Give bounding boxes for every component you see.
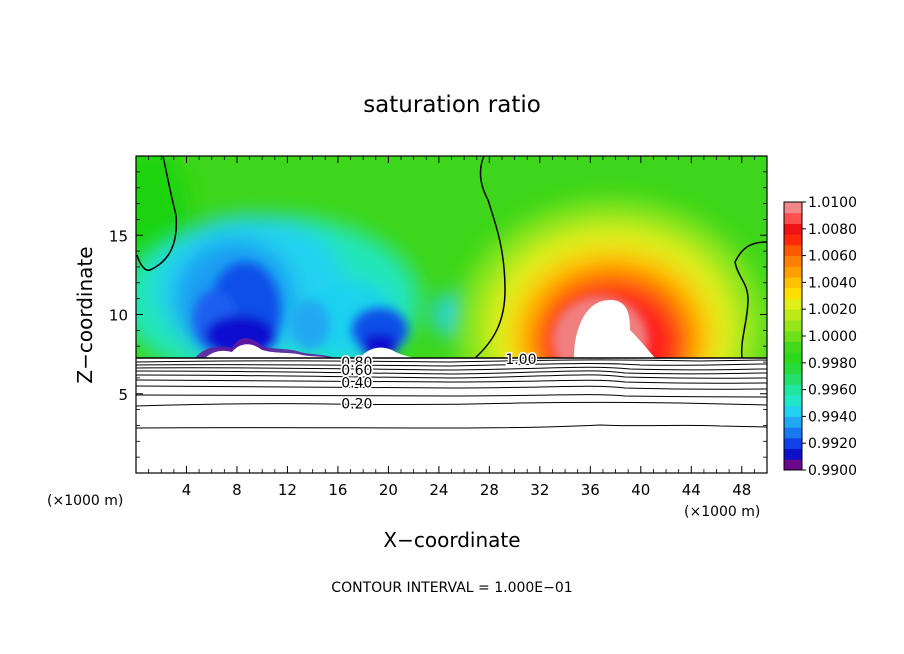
y-tick-label: 15 [109, 227, 128, 245]
colorbar-label: 1.0040 [808, 275, 857, 291]
colorbar-label: 1.0020 [808, 302, 857, 318]
colorbar-swatch [784, 459, 802, 471]
x-tick-label: 16 [328, 481, 347, 499]
x-unit-right: (×1000 m) [684, 504, 760, 520]
colorbar [783, 201, 803, 471]
y-axis-label: Z−coordinate [73, 246, 97, 383]
x-tick-label: 32 [530, 481, 549, 499]
x-unit-left: (×1000 m) [47, 493, 123, 509]
x-tick-label: 4 [182, 481, 192, 499]
x-tick-label: 44 [682, 481, 701, 499]
x-axis-label: X−coordinate [383, 528, 520, 552]
colorbar-label: 0.9960 [808, 383, 857, 399]
contour-lines [136, 357, 767, 429]
colorbar-label: 1.0060 [808, 249, 857, 265]
colorbar-swatch [784, 437, 802, 450]
colorbar-swatch [784, 244, 802, 257]
colorbar-label: 0.9900 [808, 463, 857, 479]
colorbar-swatch [784, 309, 802, 321]
colorbar-swatch [784, 319, 802, 332]
x-tick-label: 20 [379, 481, 398, 499]
colorbar-swatch [784, 416, 802, 428]
contour-labels: 0.800.600.40 0.20 1.00 [340, 350, 538, 413]
colorbar-label: 0.9980 [808, 356, 857, 372]
y-tick-label: 10 [109, 307, 128, 325]
colorbar-labels: 1.0100 1.0080 1.0060 1.0040 1.0020 1.0000 0.99… [802, 195, 857, 479]
colorbar-swatch [784, 405, 802, 417]
colorbar-swatch [784, 352, 802, 364]
x-tick-label: 48 [732, 481, 751, 499]
x-tick-label: 8 [232, 481, 242, 499]
colorbar-swatch [784, 298, 802, 310]
colorbar-swatch [784, 255, 802, 267]
y-axis-ticks: 5 10 15 [109, 171, 767, 458]
colorbar-swatch [784, 234, 802, 246]
colorbar-swatch [784, 277, 802, 289]
colorbar-swatch [784, 427, 802, 439]
colorbar-swatch [784, 362, 802, 375]
colorbar-swatch [784, 330, 802, 342]
chart-title: saturation ratio [363, 92, 541, 118]
colorbar-swatch [784, 287, 802, 299]
colorbar-swatch [784, 266, 802, 278]
colorbar-label: 0.9920 [808, 436, 857, 452]
colorbar-swatch [784, 212, 802, 224]
contour-label: 1.00 [505, 352, 536, 368]
contour-label: 0.40 [341, 376, 372, 392]
colorbar-swatch [784, 202, 802, 214]
x-tick-label: 28 [480, 481, 499, 499]
x-tick-label: 24 [429, 481, 448, 499]
colorbar-label: 1.0080 [808, 222, 857, 238]
contour-label: 0.20 [341, 396, 372, 412]
colorbar-swatch [784, 373, 802, 385]
x-tick-label: 12 [278, 481, 297, 499]
colorbar-label: 1.0100 [808, 195, 857, 211]
x-tick-label: 36 [581, 481, 600, 499]
x-axis-ticks: 4 8 12 16 20 24 28 32 36 40 44 48 [148, 156, 755, 499]
contour-label: 0.60 [341, 363, 372, 379]
colorbar-swatch [784, 341, 802, 353]
colorbar-swatch [784, 448, 802, 460]
contour-label: 0.80 [341, 355, 372, 371]
saturation-field [136, 156, 767, 358]
colorbar-swatch [784, 384, 802, 396]
contour-interval-note: CONTOUR INTERVAL = 1.000E−01 [331, 580, 572, 596]
y-tick-label: 5 [118, 386, 128, 404]
x-tick-label: 40 [631, 481, 650, 499]
colorbar-swatch [784, 223, 802, 235]
colorbar-swatch [784, 394, 802, 407]
colorbar-label: 0.9940 [808, 409, 857, 425]
colorbar-label: 1.0000 [808, 329, 857, 345]
